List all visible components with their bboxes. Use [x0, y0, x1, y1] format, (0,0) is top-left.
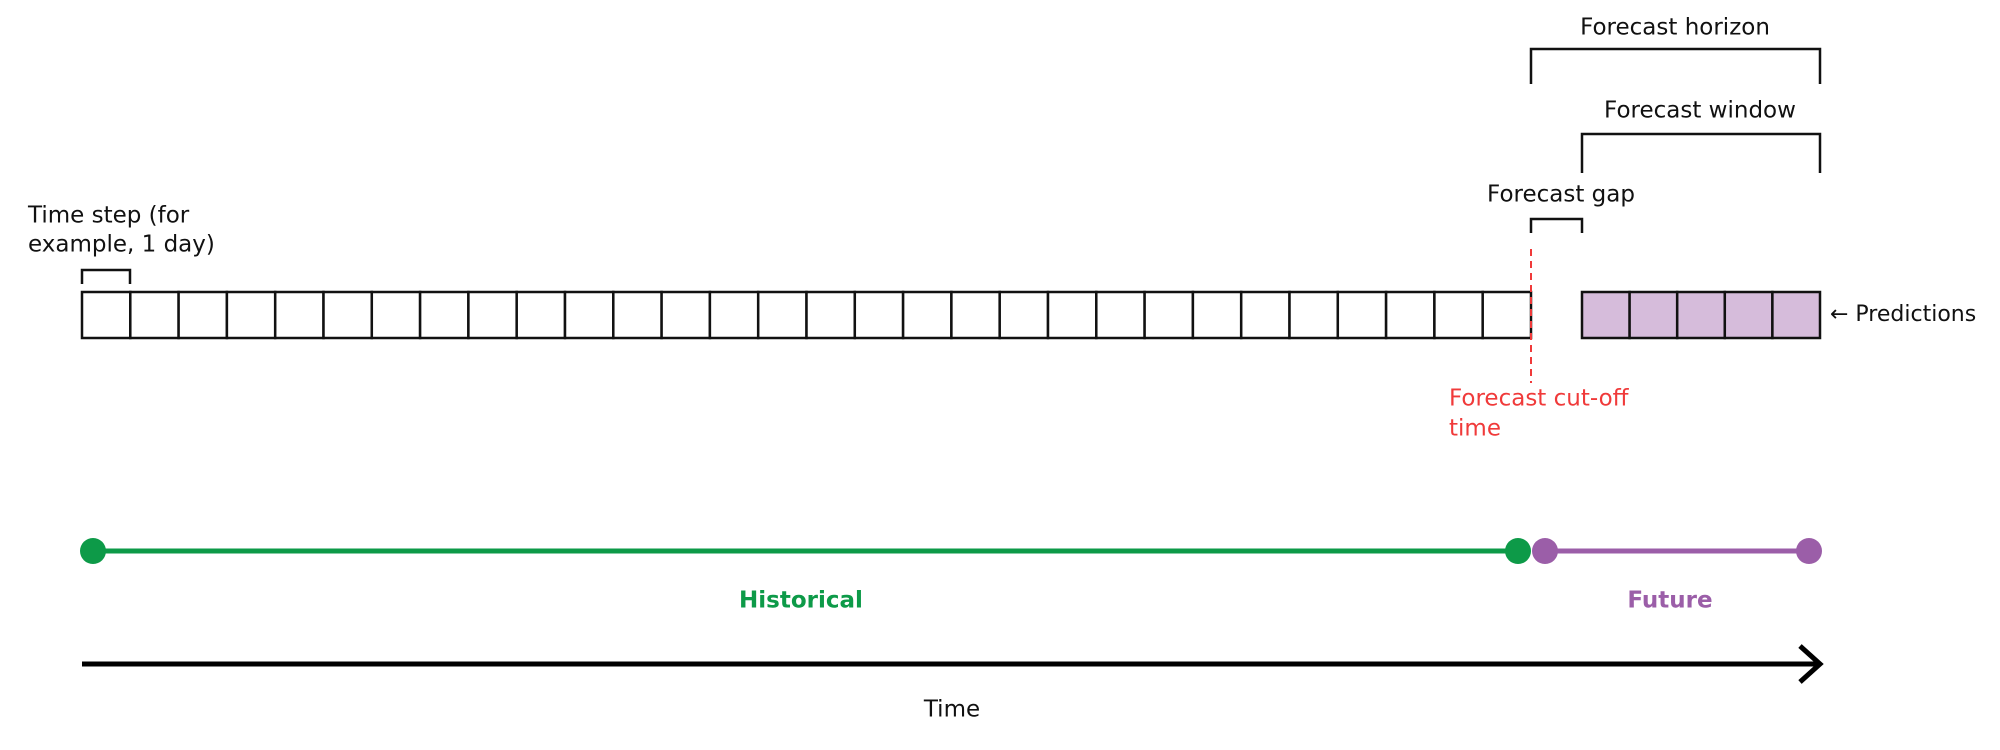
history-step [1143, 290, 1195, 340]
history-step [418, 290, 470, 340]
history-step [1095, 290, 1146, 340]
history-step [177, 290, 229, 340]
history-step [1433, 290, 1484, 340]
history-step [950, 290, 1001, 340]
history-step [1288, 290, 1340, 340]
history-step [515, 290, 567, 340]
gap-bracket [1529, 217, 1584, 233]
time-step-label: example, 1 day) [28, 232, 215, 258]
history-step [80, 290, 132, 340]
history-step [998, 290, 1050, 340]
history-step [756, 290, 808, 340]
history-step [563, 290, 615, 340]
prediction-step [1771, 290, 1822, 340]
history-step [225, 290, 277, 340]
cutoff-label: Forecast cut-off [1449, 386, 1630, 412]
prediction-step [1723, 290, 1774, 340]
history-step [370, 290, 422, 340]
future-end [1796, 538, 1822, 564]
horizon-bracket [1529, 47, 1822, 84]
history-step [853, 290, 905, 340]
future-label: Future [1627, 588, 1712, 614]
history-step [1046, 290, 1098, 340]
window-bracket [1580, 132, 1822, 173]
time-step-bracket [80, 268, 132, 284]
prediction-step [1628, 290, 1679, 340]
future-start [1532, 538, 1558, 564]
cutoff-label: time [1449, 416, 1501, 442]
historical-start [80, 538, 106, 564]
prediction-step [1675, 290, 1727, 340]
history-step [1481, 290, 1533, 340]
time-label: Time [923, 697, 980, 723]
prediction-step [1580, 290, 1631, 340]
forecast-gap-label: Forecast gap [1487, 182, 1635, 208]
history-step [273, 290, 325, 340]
history-step [1191, 290, 1243, 340]
history-step [708, 290, 760, 340]
history-step [1239, 290, 1291, 340]
history-step [1384, 290, 1436, 340]
time-arrowhead [1798, 644, 1824, 684]
predictions-label: ← Predictions [1830, 302, 1976, 327]
time-steps [80, 290, 1822, 340]
forecast-horizon-label: Forecast horizon [1580, 15, 1770, 41]
history-step [805, 290, 857, 340]
history-step [322, 290, 374, 340]
forecast-window-label: Forecast window [1604, 98, 1796, 124]
history-step [612, 290, 663, 340]
historical-end [1505, 538, 1531, 564]
history-step [467, 290, 518, 340]
history-step [660, 290, 712, 340]
history-step [129, 290, 180, 340]
history-step [1336, 290, 1388, 340]
history-step [901, 290, 953, 340]
time-step-label: Time step (for [27, 203, 190, 229]
historical-label: Historical [739, 588, 863, 614]
